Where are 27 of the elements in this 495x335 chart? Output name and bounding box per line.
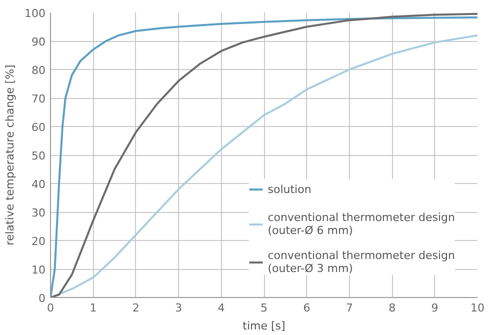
y-tick-label: 70 [32,92,46,106]
x-tick-label: 1 [90,302,97,314]
y-tick-label: 30 [32,206,46,220]
x-tick-label: 9 [431,302,438,314]
y-tick-label: 0 [38,292,46,305]
x-tick-label: 0 [47,302,54,314]
x-tick-label: 6 [303,302,310,314]
y-tick-label: 60 [32,121,46,134]
x-tick-label: 4 [218,302,225,314]
x-tick-label: 8 [388,302,396,314]
x-tick-label: 5 [260,302,268,314]
x-tick-label: 2 [132,302,140,314]
y-tick-label: 80 [32,64,46,77]
y-tick-label: 100 [24,7,46,20]
y-tick-label: 20 [32,235,46,248]
y-tick-label: 50 [32,150,46,162]
legend-label: solution [268,182,312,196]
legend-label: conventional thermometer design (outer-Ø 3 mm) [268,249,455,275]
x-tick-label: 3 [175,302,182,314]
x-tick-label: 10 [470,302,484,314]
legend-label: conventional thermometer design (outer-Ø 6 mm) [268,211,455,237]
y-tick-label: 90 [32,36,46,48]
y-axis-title: relative temperature change [%] [4,64,17,246]
x-axis-title: time [s] [242,320,286,332]
y-tick-label: 10 [32,264,46,276]
y-tick-label: 40 [32,178,46,191]
x-tick-label: 7 [346,302,353,314]
